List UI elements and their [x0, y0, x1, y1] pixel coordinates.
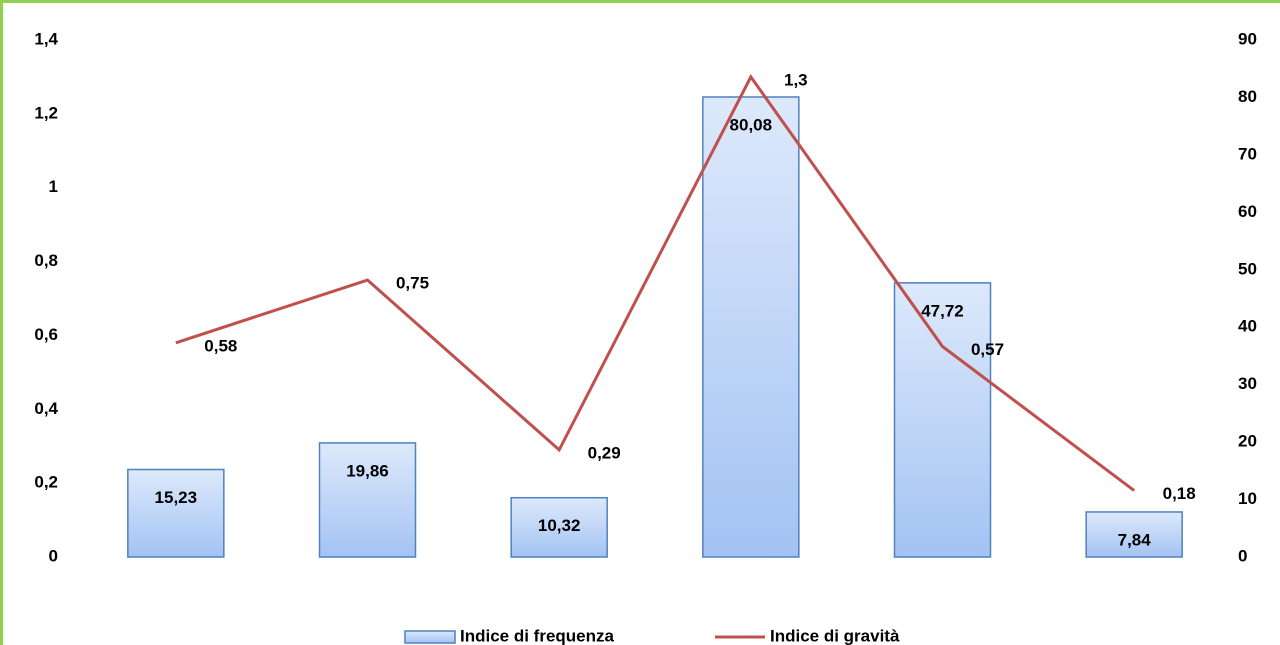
y-tick-label: 0,8 [34, 251, 58, 270]
y2-tick-label: 70 [1238, 144, 1257, 163]
line-value-label: 0,18 [1163, 484, 1196, 503]
bar [1085, 511, 1183, 558]
y-tick-label: 1 [49, 177, 58, 196]
bar-value-label: 80,08 [730, 115, 773, 134]
bar [702, 96, 800, 558]
y2-tick-label: 50 [1238, 259, 1257, 278]
y2-tick-label: 20 [1238, 432, 1257, 451]
legend-swatch [404, 630, 456, 644]
y-tick-label: 0 [49, 546, 58, 565]
y2-tick-label: 60 [1238, 202, 1257, 221]
y2-tick-label: 40 [1238, 317, 1257, 336]
bar [318, 442, 417, 558]
bar-value-label: 7,84 [1118, 530, 1152, 549]
line [175, 74, 1136, 492]
bar [893, 282, 992, 558]
y-tick-label: 0,2 [34, 473, 58, 492]
line-value-label: 1,3 [784, 70, 808, 89]
y2-tick-label: 10 [1238, 489, 1257, 508]
legend-label: Indice di gravità [770, 626, 900, 645]
y-tick-label: 0,6 [34, 325, 58, 344]
bar-value-label: 19,86 [346, 461, 389, 480]
line-value-label: 0,58 [204, 336, 237, 355]
line-value-label: 0,75 [396, 274, 429, 293]
y-tick-label: 1,4 [34, 29, 58, 48]
y2-tick-label: 30 [1238, 374, 1257, 393]
y-tick-label: 0,4 [34, 399, 58, 418]
y2-tick-label: 0 [1238, 546, 1247, 565]
line-value-label: 0,57 [971, 340, 1004, 359]
line-value-label: 0,29 [588, 443, 621, 462]
y2-tick-label: 80 [1238, 87, 1257, 106]
bar [127, 468, 225, 558]
bar-value-label: 15,23 [155, 488, 198, 507]
bar-value-label: 10,32 [538, 516, 581, 535]
bar-value-label: 47,72 [921, 301, 964, 320]
y2-tick-label: 90 [1238, 29, 1257, 48]
y-tick-label: 1,2 [34, 103, 58, 122]
bar [510, 496, 608, 558]
legend-label: Indice di frequenza [460, 626, 615, 645]
